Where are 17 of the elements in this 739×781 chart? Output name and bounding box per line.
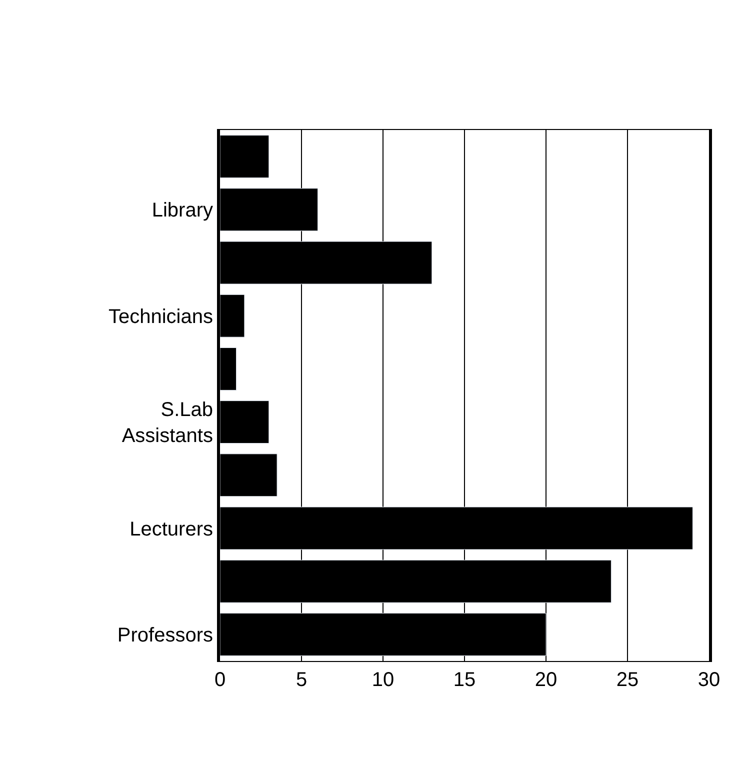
- x-tick-label: 0: [214, 669, 226, 691]
- bar: [220, 347, 237, 390]
- x-tick-label: 5: [296, 669, 308, 691]
- x-tick-label: 30: [698, 669, 720, 691]
- y-tick-label: Professors: [117, 624, 213, 646]
- bar: [220, 294, 245, 338]
- y-tick-label: Lecturers: [130, 518, 213, 540]
- y-tick-label: Library: [152, 200, 213, 222]
- bar: [220, 454, 278, 497]
- x-tick-label: 10: [372, 669, 394, 691]
- x-tick-label: 15: [453, 669, 476, 691]
- x-tick-label: 20: [534, 669, 558, 691]
- y-tick-label: Technicians: [108, 306, 213, 328]
- x-tick-label: 25: [616, 669, 639, 691]
- bar: [220, 135, 270, 178]
- y-tick-label: S.Lab Assistants: [122, 399, 213, 448]
- bar: [220, 400, 270, 444]
